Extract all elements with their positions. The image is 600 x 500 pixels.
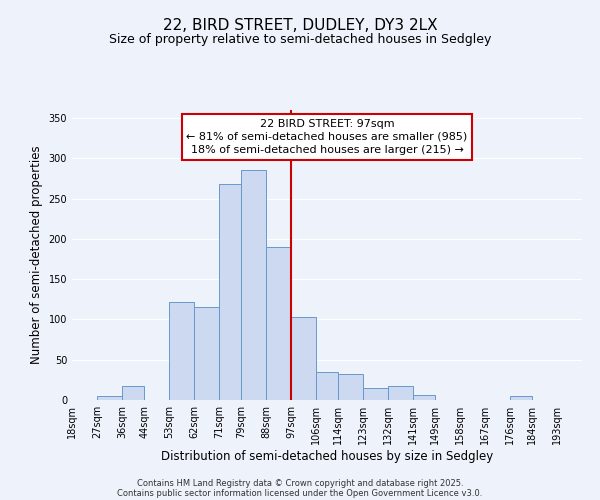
Bar bbox=[97, 396, 122, 400]
X-axis label: Distribution of semi-detached houses by size in Sedgley: Distribution of semi-detached houses by … bbox=[161, 450, 493, 462]
Text: 22 BIRD STREET: 97sqm
← 81% of semi-detached houses are smaller (985)
18% of sem: 22 BIRD STREET: 97sqm ← 81% of semi-deta… bbox=[187, 118, 467, 155]
Bar bbox=[291, 317, 316, 400]
Bar bbox=[388, 386, 413, 400]
Bar bbox=[266, 247, 291, 400]
Bar bbox=[510, 396, 532, 400]
Bar bbox=[219, 184, 241, 400]
Bar bbox=[413, 395, 435, 400]
Text: Contains HM Land Registry data © Crown copyright and database right 2025.: Contains HM Land Registry data © Crown c… bbox=[137, 478, 463, 488]
Bar bbox=[363, 388, 388, 400]
Bar bbox=[338, 374, 363, 400]
Bar bbox=[316, 372, 338, 400]
Text: Contains public sector information licensed under the Open Government Licence v3: Contains public sector information licen… bbox=[118, 488, 482, 498]
Text: 22, BIRD STREET, DUDLEY, DY3 2LX: 22, BIRD STREET, DUDLEY, DY3 2LX bbox=[163, 18, 437, 32]
Bar bbox=[241, 170, 266, 400]
Bar bbox=[169, 302, 194, 400]
Y-axis label: Number of semi-detached properties: Number of semi-detached properties bbox=[30, 146, 43, 364]
Bar bbox=[122, 386, 144, 400]
Text: Size of property relative to semi-detached houses in Sedgley: Size of property relative to semi-detach… bbox=[109, 32, 491, 46]
Bar bbox=[194, 308, 219, 400]
